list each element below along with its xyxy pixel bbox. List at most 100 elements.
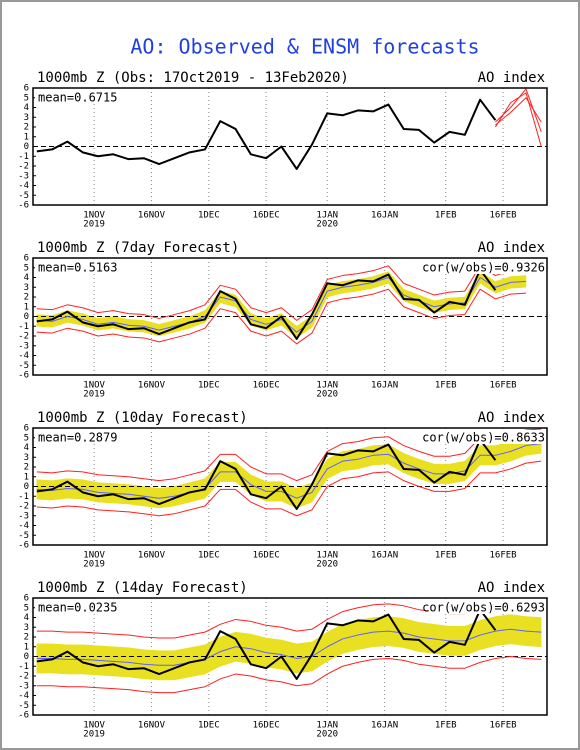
x-tick-label: 1FEB <box>435 721 457 731</box>
y-tick-label: -3 <box>18 511 29 521</box>
y-tick-label: 6 <box>24 84 29 94</box>
y-tick-label: 0 <box>24 652 29 662</box>
x-tick-label: 1FEB <box>435 381 457 391</box>
mean-label: mean=0.0235 <box>38 601 117 615</box>
mean-label: mean=0.2879 <box>38 431 117 445</box>
x-tick-label: 1NOV <box>83 551 105 561</box>
panel: 1000mb Z (10day Forecast) AO index 6543210… <box>18 410 548 570</box>
x-tick-label: 16FEB <box>490 721 517 731</box>
y-tick-label: -1 <box>18 492 29 502</box>
index-label: AO index <box>478 410 545 426</box>
label-box <box>429 260 545 274</box>
y-tick-label: 5 <box>24 263 29 273</box>
y-tick-label: 2 <box>24 293 29 303</box>
y-tick-label: 4 <box>24 103 29 113</box>
label-box <box>35 600 125 614</box>
x-tick-label: 16FEB <box>490 381 517 391</box>
series-line <box>36 98 497 170</box>
x-tick-label: 1NOV <box>83 721 105 731</box>
y-tick-label: 0 <box>24 482 29 492</box>
x-tick-label: 16DEC <box>253 211 280 221</box>
x-tick-label: 16NOV <box>138 381 166 391</box>
y-tick-label: 5 <box>24 93 29 103</box>
y-tick-label: -4 <box>18 351 29 361</box>
cor-label: cor(w/obs)=0.8633 <box>422 431 545 445</box>
page-title: AO: Observed & ENSM forecasts <box>130 35 479 59</box>
y-tick-label: -2 <box>18 672 29 682</box>
y-tick-label: 2 <box>24 123 29 133</box>
x-tick-label: 1JAN <box>316 211 338 221</box>
x-tick-label: 1NOV <box>83 381 105 391</box>
x-tick-label: 1JAN <box>316 551 338 561</box>
y-tick-label: -5 <box>18 361 29 371</box>
y-tick-label: -3 <box>18 341 29 351</box>
series-line <box>36 608 497 680</box>
x-tick-label: 16NOV <box>138 721 166 731</box>
plot <box>33 258 547 375</box>
mean-label: mean=0.5163 <box>38 261 117 275</box>
plot-frame <box>32 427 548 546</box>
label-box <box>35 260 125 274</box>
x-tick-year: 2020 <box>316 220 338 230</box>
y-tick-label: 2 <box>24 463 29 473</box>
y-tick-label: -4 <box>18 691 29 701</box>
y-tick-label: -2 <box>18 332 29 342</box>
x-tick-label: 1NOV <box>83 211 105 221</box>
series-line <box>36 268 497 340</box>
y-tick-label: -5 <box>18 531 29 541</box>
plot <box>33 428 547 545</box>
plot-frame <box>32 597 548 716</box>
x-tick-label: 16FEB <box>490 551 517 561</box>
panel: 1000mb Z (14day Forecast) AO index 6543210… <box>18 580 548 740</box>
x-tick-label: 1FEB <box>435 211 457 221</box>
x-tick-label: 1DEC <box>198 721 220 731</box>
y-tick-label: 0 <box>24 142 29 152</box>
plot <box>33 88 547 205</box>
y-tick-label: -3 <box>18 171 29 181</box>
x-tick-year: 2019 <box>83 730 105 740</box>
label-box <box>35 430 125 444</box>
y-tick-label: -1 <box>18 322 29 332</box>
y-tick-label: 6 <box>24 424 29 434</box>
y-tick-label: -4 <box>18 521 29 531</box>
panel: 1000mb Z (7day Forecast) AO index6543210-… <box>18 240 548 400</box>
plot <box>33 598 547 715</box>
panel-title: 1000mb Z (14day Forecast) <box>37 580 248 596</box>
y-tick-label: 1 <box>24 132 29 142</box>
mean-label: mean=0.6715 <box>38 91 117 105</box>
series-line <box>36 438 497 510</box>
x-tick-label: 16DEC <box>253 551 280 561</box>
y-tick-label: -3 <box>18 681 29 691</box>
x-tick-label: 1JAN <box>316 721 338 731</box>
panel-title: 1000mb Z (Obs: 17Oct2019 - 13Feb2020) <box>37 70 349 86</box>
plot-frame <box>32 87 548 206</box>
x-tick-label: 16DEC <box>253 381 280 391</box>
series-line <box>36 428 542 482</box>
y-tick-label: -2 <box>18 502 29 512</box>
series-line <box>36 656 542 694</box>
x-tick-label: 16JAN <box>371 551 398 561</box>
x-tick-label: 1FEB <box>435 551 457 561</box>
y-tick-label: 6 <box>24 254 29 264</box>
x-tick-label: 1DEC <box>198 551 220 561</box>
x-tick-year: 2019 <box>83 390 105 400</box>
y-tick-label: -1 <box>18 662 29 672</box>
y-tick-label: 1 <box>24 642 29 652</box>
series-line <box>36 628 542 666</box>
y-tick-label: 4 <box>24 273 29 283</box>
x-tick-label: 16JAN <box>371 211 398 221</box>
y-tick-label: 5 <box>24 433 29 443</box>
y-tick-label: -5 <box>18 701 29 711</box>
x-tick-label: 16NOV <box>138 551 166 561</box>
x-tick-year: 2020 <box>316 560 338 570</box>
y-tick-label: 4 <box>24 613 29 623</box>
x-tick-year: 2019 <box>83 220 105 230</box>
series-line <box>36 460 542 517</box>
y-tick-label: -6 <box>18 371 29 381</box>
x-tick-year: 2020 <box>316 730 338 740</box>
x-tick-label: 1DEC <box>198 211 220 221</box>
y-tick-label: 1 <box>24 472 29 482</box>
x-tick-label: 16NOV <box>138 211 166 221</box>
x-tick-label: 1DEC <box>198 381 220 391</box>
index-label: AO index <box>478 240 545 256</box>
